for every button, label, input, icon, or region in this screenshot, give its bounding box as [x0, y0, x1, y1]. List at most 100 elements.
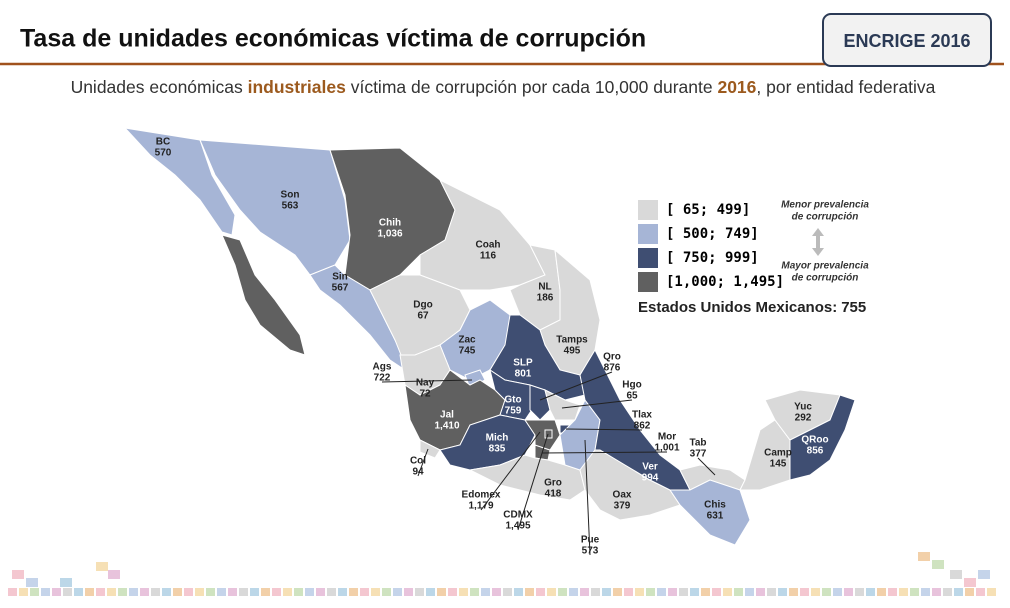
state-value: 1,410 [434, 421, 459, 432]
footer-square [514, 588, 523, 596]
footer-square [228, 588, 237, 596]
footer-square [943, 588, 952, 596]
footer-square [547, 588, 556, 596]
footer-square [481, 588, 490, 596]
footer-square [12, 570, 24, 579]
footer-square [492, 588, 501, 596]
state-value: 72 [419, 389, 431, 400]
footer-square [96, 562, 108, 571]
legend-label: [ 500; 749] [666, 226, 759, 242]
legend-swatch [638, 248, 658, 268]
title: Tasa de unidades económicas víctima de c… [20, 25, 646, 53]
subtitle-part: industriales [248, 77, 346, 97]
state [123, 127, 236, 236]
state [544, 429, 553, 439]
leader-line [381, 379, 473, 383]
state-value: 116 [480, 251, 497, 262]
leader-line [541, 451, 668, 454]
state-name: Edomex [462, 490, 501, 501]
footer-square [536, 588, 545, 596]
footer-square [987, 588, 996, 596]
footer-square [239, 588, 248, 596]
state-name: NL [538, 282, 551, 293]
legend-label: [1,000; 1,495] [666, 274, 784, 290]
subtitle-part: , por entidad federativa [756, 77, 935, 97]
state-value: 801 [515, 369, 532, 380]
footer-square [338, 588, 347, 596]
state-name: Dgo [413, 300, 432, 311]
footer-square [30, 588, 39, 596]
footer-square [305, 588, 314, 596]
leader-line [561, 399, 633, 409]
state-name: Oax [613, 490, 632, 501]
state-name: Col [410, 456, 426, 467]
footer-square [668, 588, 677, 596]
legend-swatch [638, 272, 658, 292]
state-value: 1,036 [377, 229, 402, 240]
state [529, 384, 551, 421]
state-value: 835 [489, 444, 506, 455]
footer-square [888, 588, 897, 596]
legend-label: [ 65; 499] [666, 202, 750, 218]
footer-square [195, 588, 204, 596]
legend-note: Menor prevalencia [781, 200, 869, 211]
legend-label: [ 750; 999] [666, 250, 759, 266]
footer-square [932, 588, 941, 596]
leader-line [517, 433, 549, 531]
state-value: 856 [807, 446, 824, 457]
footer-square [723, 588, 732, 596]
footer-square [151, 588, 160, 596]
footer-square [448, 588, 457, 596]
state-name: BC [156, 137, 170, 148]
footer-square [624, 588, 633, 596]
footer-square [327, 588, 336, 596]
state-name: Zac [458, 335, 476, 346]
footer-square [107, 588, 116, 596]
state-name: Coah [476, 240, 501, 251]
leader-line [565, 428, 643, 431]
state-name: Yuc [794, 402, 812, 413]
state-name: CDMX [503, 510, 533, 521]
footer-square [910, 588, 919, 596]
state-value: 567 [332, 283, 349, 294]
footer-square [162, 588, 171, 596]
state-value: 145 [770, 459, 787, 470]
footer-square [371, 588, 380, 596]
footer-square [569, 588, 578, 596]
footer-square [789, 588, 798, 596]
state [669, 479, 751, 546]
state-value: 418 [545, 489, 562, 500]
state-name: Pue [581, 535, 600, 546]
footer-square [294, 588, 303, 596]
legend-note: de corrupción [792, 212, 859, 223]
state-name: Nay [416, 378, 435, 389]
footer-square [503, 588, 512, 596]
footer-square [74, 588, 83, 596]
leader-line [480, 431, 541, 511]
state-value: 631 [707, 511, 724, 522]
footer-square [844, 588, 853, 596]
state-value: 1,043 [220, 301, 245, 312]
footer-square [140, 588, 149, 596]
state-name: Chih [379, 218, 401, 229]
footer-square [833, 588, 842, 596]
footer-square [921, 588, 930, 596]
footer-square [964, 578, 976, 587]
footer-square [382, 588, 391, 596]
state [221, 234, 306, 356]
footer-square [811, 588, 820, 596]
footer-square [470, 588, 479, 596]
legend-arrow [812, 228, 824, 256]
footer-square [613, 588, 622, 596]
leader-line [417, 448, 429, 477]
state-value: 862 [634, 421, 651, 432]
footer-square [96, 588, 105, 596]
leader-line [539, 371, 613, 401]
footer-square [173, 588, 182, 596]
footer-square [866, 588, 875, 596]
state-value: 94 [412, 467, 424, 478]
footer-square [756, 588, 765, 596]
state-name: SLP [513, 358, 533, 369]
state-name: Camp [764, 448, 792, 459]
